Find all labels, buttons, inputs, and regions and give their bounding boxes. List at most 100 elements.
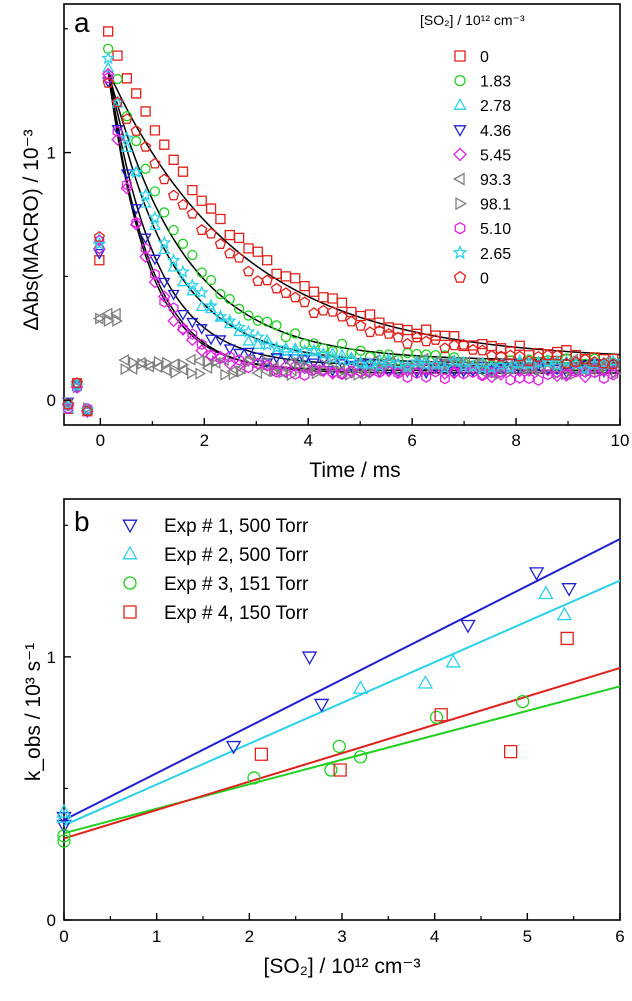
panel-a-point: [212, 355, 223, 368]
panel-a-point: [233, 348, 246, 360]
panel-a-point: [361, 368, 373, 381]
panel-b-xtick-label: 5: [523, 927, 532, 946]
panel-b-legend: Exp # 1, 500 Torr Exp # 2, 500 Torr Exp # …: [122, 516, 309, 624]
panel-a-point: [214, 238, 227, 249]
panel-a-point: [485, 349, 498, 361]
panel-a-point: [253, 356, 265, 369]
panel-a-point: [295, 362, 306, 375]
panel-a-point: [429, 334, 442, 345]
panel-a-point: [177, 166, 189, 177]
panel-a-xtick-label: 10: [611, 431, 630, 450]
panel-a-point: [570, 356, 582, 367]
panel-a-point: [224, 293, 235, 305]
panel-a-point: [140, 163, 151, 174]
panel-b-fit-lines: [63, 538, 621, 840]
panel-a-point: [148, 219, 161, 230]
panel-b-label: b: [74, 506, 90, 537]
panel-a-point: [309, 363, 319, 376]
panel-a-point: [242, 347, 255, 359]
panel-a-point: [580, 366, 591, 378]
panel-a-point: [93, 230, 106, 242]
panel-b-ticks: 0 1 2 3 4 5 6 0 1: [47, 524, 625, 946]
panel-a-point: [101, 50, 116, 65]
panel-a-point: [205, 203, 217, 214]
panel-a-point: [428, 357, 443, 371]
panel-a-point: [290, 328, 301, 339]
panel-a-point: [149, 157, 161, 169]
panel-a-point: [391, 356, 406, 370]
panel-a-point: [421, 371, 432, 383]
panel-a-point: [111, 133, 124, 146]
panel-a-point: [243, 310, 254, 321]
panel-a-point: [224, 351, 235, 363]
panel-a-point: [477, 370, 488, 382]
panel-a-point: [119, 130, 134, 145]
panel-a-point: [505, 346, 516, 357]
panel-a-point: [112, 125, 123, 138]
panel-a-point: [149, 186, 161, 197]
panel-a-point: [158, 173, 170, 185]
panel-a-point: [308, 286, 320, 297]
panel-a-point: [523, 355, 535, 367]
panel-a-point: [519, 363, 531, 376]
panel-a-point: [608, 369, 619, 381]
panel-a-point: [80, 402, 95, 416]
panel-a-point: [598, 372, 609, 385]
panel-a-point: [307, 358, 321, 370]
panel-a-point: [195, 300, 208, 312]
panel-a-point: [496, 366, 506, 378]
panel-b-point: [301, 651, 318, 666]
panel-a-point: [271, 320, 282, 331]
panel-a-point: [401, 337, 414, 349]
panel-a-point: [120, 141, 133, 152]
panel-a-point: [280, 287, 292, 298]
panel-a-point: [185, 278, 200, 292]
panel-b-fit-line: [63, 579, 621, 827]
panel-a-point: [148, 254, 161, 266]
panel-a-legend-marker: [454, 74, 466, 87]
panel-a-point: [243, 353, 254, 366]
panel-b-xtick-label: 2: [245, 927, 254, 946]
panel-a-point: [457, 367, 470, 379]
panel-a-point: [205, 274, 217, 286]
panel-a-legend-label: 2.65: [480, 246, 511, 263]
panel-a-point: [118, 353, 130, 367]
panel-a-point: [392, 331, 404, 343]
panel-a-point: [159, 207, 170, 218]
panel-a-point: [120, 363, 132, 376]
panel-a-point: [218, 353, 229, 367]
panel-a-point: [140, 106, 151, 117]
panel-b-point: [560, 631, 574, 646]
panel-b-legend-label: Exp # 4, 150 Torr: [164, 603, 309, 624]
panel-a-point: [92, 312, 104, 325]
panel-a-point: [439, 342, 451, 354]
panel-a-point: [204, 298, 219, 312]
panel-a-point: [578, 361, 593, 376]
panel-a-legend-label: 2.78: [480, 98, 511, 115]
panel-a-point: [170, 366, 182, 379]
panel-a-fit-curve: [107, 70, 620, 367]
panel-a-point: [468, 366, 478, 378]
panel-a-point: [327, 346, 338, 357]
panel-a-point: [137, 357, 148, 370]
panel-a-point: [121, 111, 133, 122]
panel-a-point: [280, 271, 292, 282]
panel-a-point: [139, 196, 152, 208]
panel-a-point: [177, 238, 189, 249]
panel-a-point: [345, 361, 358, 372]
panel-a-point: [252, 246, 263, 257]
panel-a-point: [284, 356, 296, 369]
panel-a-point: [215, 213, 226, 225]
panel-b-point: [57, 834, 71, 848]
panel-a-point: [345, 315, 358, 327]
panel-a-point: [139, 140, 152, 152]
panel-a-point: [540, 355, 555, 369]
panel-a-point: [220, 368, 232, 381]
panel-a-point: [93, 242, 106, 255]
panel-a-point: [417, 352, 429, 365]
panel-a-point: [149, 125, 161, 136]
panel-b-xtick-label: 3: [337, 927, 346, 946]
panel-a-point: [420, 335, 432, 347]
panel-a-point: [316, 347, 331, 361]
panel-a-point: [351, 357, 362, 370]
